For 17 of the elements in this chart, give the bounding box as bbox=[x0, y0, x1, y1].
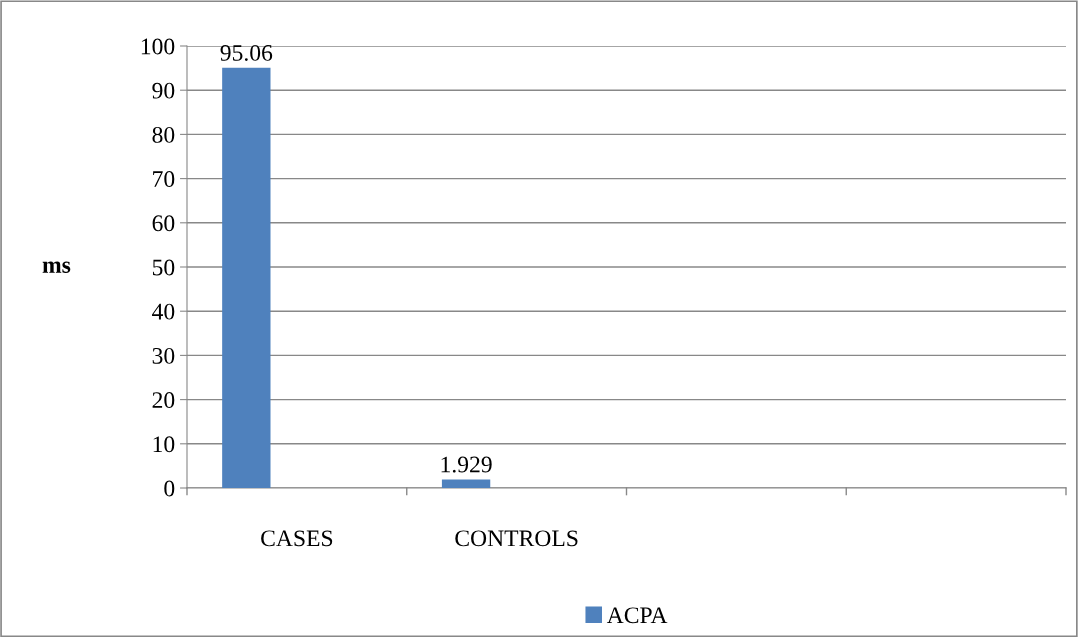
y-tick-label: 0 bbox=[164, 480, 175, 497]
y-tick-label: 50 bbox=[152, 259, 175, 276]
y-tick-label: 80 bbox=[152, 126, 175, 143]
y-tick-label: 40 bbox=[152, 303, 175, 320]
data-label: 95.06 bbox=[220, 44, 273, 61]
y-axis-title: ms bbox=[42, 261, 71, 273]
x-tick-label: CASES bbox=[261, 530, 333, 547]
legend-label: ACPA bbox=[606, 607, 668, 624]
y-tick-label: 10 bbox=[153, 436, 175, 453]
y-tick-label: 90 bbox=[152, 82, 175, 99]
y-tick-label: 70 bbox=[153, 171, 175, 188]
y-tick-label: 20 bbox=[152, 392, 175, 409]
x-tick-label: CONTROLS bbox=[455, 530, 578, 547]
y-tick-label: 30 bbox=[152, 347, 175, 364]
data-label: 1.929 bbox=[441, 456, 492, 473]
y-tick-label: 60 bbox=[152, 215, 175, 232]
y-tick-label: 100 bbox=[141, 38, 175, 55]
